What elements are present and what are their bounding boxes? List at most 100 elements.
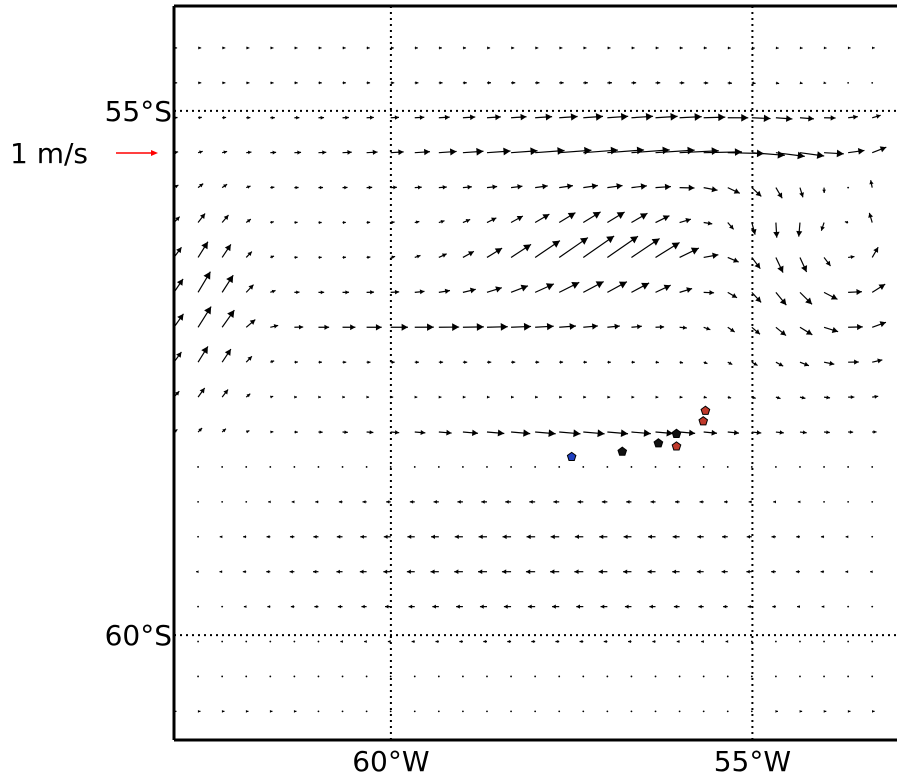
vector-arrow (432, 604, 439, 609)
vector-arrow (559, 113, 578, 121)
vector-arrow (535, 183, 548, 190)
vector-arrow (478, 569, 487, 575)
vector-arrow (872, 430, 877, 434)
vector-arrow (679, 184, 695, 191)
vector-arrow (751, 222, 757, 235)
vector-arrow (799, 291, 813, 305)
vector-arrow (678, 466, 681, 468)
vector-arrow (727, 46, 731, 50)
vector-arrow (655, 360, 659, 364)
vector-arrow (746, 534, 752, 539)
vector-arrow (795, 570, 800, 574)
vector-arrow (672, 569, 680, 574)
vector-arrow (679, 247, 700, 258)
vector-arrow (631, 360, 635, 364)
vector-arrow (221, 675, 224, 678)
vector-arrow (797, 500, 801, 504)
vector-arrow (558, 212, 576, 224)
vector-arrow (478, 534, 487, 540)
vector-arrow (294, 46, 298, 50)
vector-arrow (775, 187, 783, 199)
vector-arrow (631, 81, 637, 85)
vector-arrow (510, 284, 529, 293)
vector-arrow (407, 534, 415, 539)
quiver-key: 1 m/s (10, 137, 158, 170)
vector-arrow (197, 150, 203, 154)
vector-arrow (771, 535, 776, 539)
vector-arrow (655, 81, 661, 85)
vector-arrow (270, 150, 277, 155)
vector-arrow (799, 675, 801, 678)
vector-arrow (721, 569, 728, 574)
vector-arrow (722, 534, 728, 539)
vector-arrow (847, 605, 850, 608)
vector-arrow (197, 427, 203, 433)
vector-arrow (870, 570, 873, 574)
vector-arrow (574, 534, 584, 540)
vector-arrow (246, 46, 250, 50)
vector-arrow (390, 360, 395, 364)
vector-arrow (246, 150, 252, 155)
vector-arrow (510, 184, 523, 190)
vector-arrow (454, 534, 463, 540)
vector-arrow (824, 430, 830, 435)
vector-arrow (871, 81, 874, 84)
vector-arrow (242, 570, 247, 574)
vector-arrow (847, 640, 850, 643)
vector-arrow (607, 323, 620, 330)
vector-arrow (245, 284, 254, 293)
vector-arrow (221, 348, 232, 363)
vector-arrow (486, 114, 501, 121)
vector-arrow (599, 534, 608, 540)
vector-arrow (600, 604, 608, 609)
vector-arrow (270, 185, 275, 190)
vector-arrow (871, 640, 874, 643)
vector-arrow (342, 115, 349, 120)
vector-arrow (384, 604, 391, 609)
vector-arrow (390, 323, 408, 331)
vector-arrow (727, 81, 733, 85)
vector-arrow (337, 604, 343, 609)
vector-arrow (799, 326, 813, 336)
vector-arrow (318, 395, 321, 399)
station-marker (671, 441, 682, 451)
vector-arrow (435, 639, 439, 644)
vector-arrow (294, 220, 298, 225)
vector-arrow (462, 429, 479, 436)
vector-arrow (751, 326, 761, 335)
vector-arrow (387, 640, 391, 644)
vector-arrow (437, 675, 440, 678)
vector-arrow (823, 291, 838, 300)
vector-arrow (772, 605, 776, 609)
vector-arrow (430, 569, 439, 574)
vector-arrow (294, 430, 298, 434)
vector-arrow (607, 183, 623, 190)
vector-arrow (221, 640, 224, 643)
vector-arrow (245, 709, 249, 713)
vector-arrow (534, 240, 561, 258)
vector-arrow (486, 429, 505, 437)
vector-arrow (823, 640, 825, 643)
vector-arrow (582, 211, 601, 224)
vector-arrow (696, 569, 704, 574)
vector-arrow (559, 323, 577, 330)
vector-arrow (462, 81, 467, 85)
vector-arrow (342, 46, 346, 50)
vector-arrow (293, 709, 297, 713)
vector-arrow (534, 213, 550, 224)
vector-arrow (486, 675, 488, 678)
vector-arrow (366, 324, 382, 331)
vector-arrow (775, 430, 784, 435)
vector-arrow (486, 81, 492, 85)
vector-arrow (221, 466, 224, 468)
vector-arrow (342, 255, 346, 259)
x-tick-label: 55°W (714, 745, 791, 777)
vector-arrow (486, 710, 488, 713)
vector-arrow (534, 283, 555, 293)
vector-arrow (775, 709, 778, 713)
vector-arrow (550, 569, 560, 575)
vector-arrow (221, 428, 227, 433)
vector-arrow (414, 220, 420, 224)
vector-arrow (583, 323, 598, 330)
